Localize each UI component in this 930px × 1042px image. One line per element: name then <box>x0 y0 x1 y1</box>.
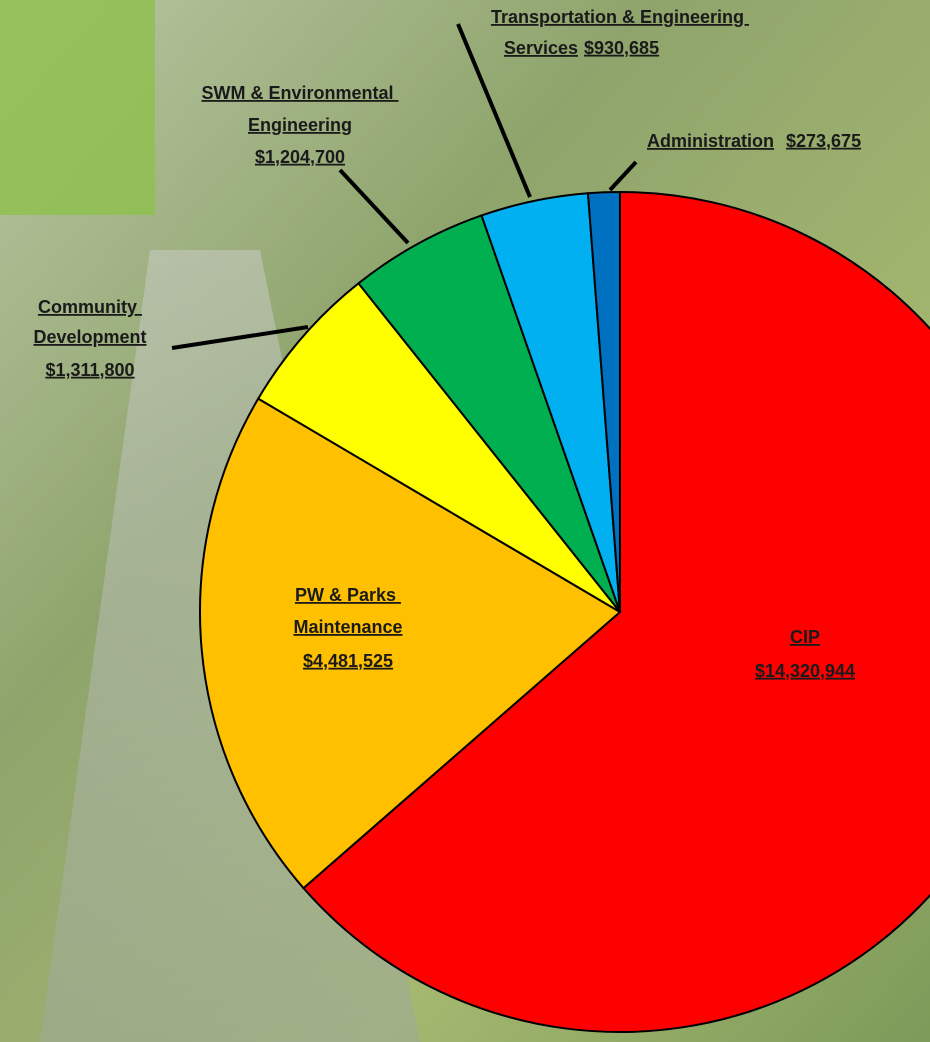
slice-value-label: $930,685 <box>584 38 659 58</box>
pie-slice <box>199 397 622 890</box>
leader-line <box>338 168 410 245</box>
slice-label: Administration <box>647 131 774 151</box>
pie-slice <box>302 190 930 1033</box>
slice-value-label: $14,320,944 <box>755 661 855 681</box>
leader-line <box>171 325 309 350</box>
slice-value-label: $273,675 <box>786 131 861 151</box>
slice-label: CIP <box>790 627 820 647</box>
pie-slice <box>586 190 621 613</box>
corner-panel <box>0 0 155 215</box>
slice-label: Community Development <box>33 297 146 347</box>
slice-label: SWM & Environmental Engineering <box>201 83 398 135</box>
pie <box>199 190 930 1033</box>
labels: CIP $14,320,944 PW & Parks Maintenance $4,4… <box>33 7 861 681</box>
leader-line <box>456 23 532 198</box>
pie-slice <box>357 214 621 613</box>
slice-label: Transportation & Engineering Services <box>491 7 749 58</box>
slice-value-label: $4,481,525 <box>303 651 393 671</box>
slice-value-label: $1,204,700 <box>255 147 345 167</box>
slice-value-label: $1,311,800 <box>45 360 134 380</box>
slice-label: PW & Parks Maintenance <box>293 585 402 637</box>
leader-line <box>608 160 638 192</box>
pie-slice <box>256 281 621 613</box>
